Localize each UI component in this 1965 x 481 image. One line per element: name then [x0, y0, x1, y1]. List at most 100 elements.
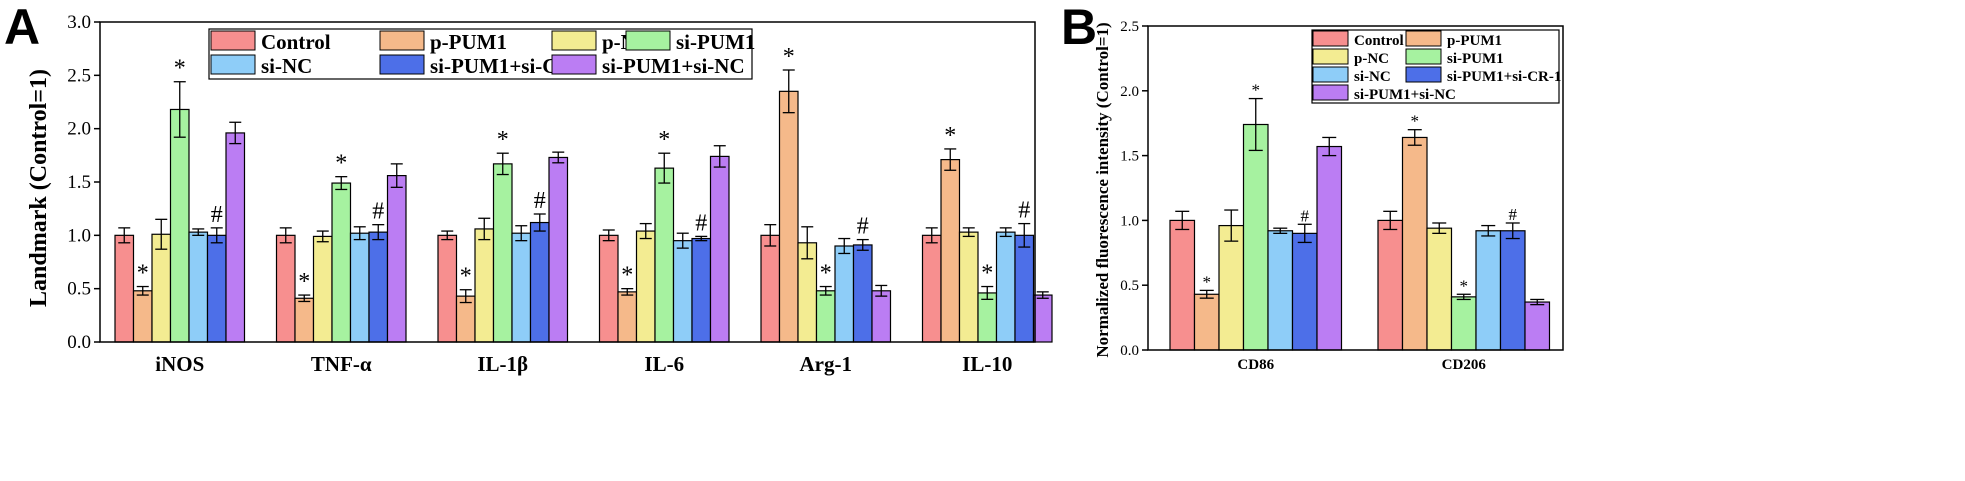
legend-swatch [1405, 66, 1442, 83]
bar-IL-10-si-PUM1 [977, 292, 998, 343]
bar-IL-1β-si-PUM1+si-CR-1 [529, 221, 550, 343]
legend-swatch [1312, 48, 1349, 65]
panel-b-categories: CD86 CD206 [1237, 357, 1486, 373]
legend-label: si-PUM1 [1447, 51, 1504, 67]
y-tick-label: 0.5 [67, 279, 91, 300]
significance-mark: # [857, 214, 869, 240]
legend-label: p-PUM1 [1447, 33, 1502, 49]
significance-mark: # [1301, 206, 1310, 225]
panel-b: B Normalized fluorescence intensity (Con… [1061, 0, 1564, 373]
legend-swatch [379, 30, 425, 51]
bar-Arg-1-si-PUM1 [815, 290, 836, 343]
bar-TNF-α-si-PUM1+si-CR-1 [368, 231, 389, 343]
bar-Arg-1-Control [760, 234, 781, 343]
category-label: TNF-α [311, 352, 372, 376]
significance-mark: * [981, 261, 993, 287]
significance-mark: # [372, 199, 384, 225]
panel-b-letter: B [1061, 0, 1097, 55]
legend-swatch [379, 54, 425, 75]
bar-CD206-si-NC [1475, 230, 1502, 351]
significance-mark: # [534, 188, 546, 214]
bar-TNF-α-si-PUM1 [331, 182, 352, 343]
legend-label: si-PUM1+si-CR-1 [1447, 69, 1561, 85]
bar-iNOS-si-PUM1+si-CR-1 [206, 234, 227, 343]
legend-label: Control [1354, 33, 1404, 49]
significance-mark: * [460, 264, 472, 290]
bar-CD86-si-PUM1 [1242, 123, 1269, 351]
y-tick-label: 2.0 [67, 119, 91, 140]
bar-CD86-p-PUM1 [1193, 293, 1220, 351]
panel-a-legend: Controlp-PUM1p-NCsi-PUM1si-NCsi-PUM1+si-… [208, 28, 755, 80]
legend-label: si-PUM1+si-NC [602, 54, 745, 78]
panel-a-categories: iNOS TNF-α IL-1β IL-6 Arg-1 IL-10 [155, 352, 1012, 376]
legend-label: si-NC [1354, 69, 1391, 85]
bar-IL-1β-Control [437, 234, 458, 343]
bar-IL-6-p-NC [635, 230, 656, 343]
bar-CD206-si-PUM1+si-NC [1524, 301, 1551, 351]
bar-CD206-p-PUM1 [1401, 136, 1428, 351]
legend-swatch [210, 30, 256, 51]
significance-mark: * [497, 127, 509, 153]
bar-Arg-1-si-PUM1+si-CR-1 [852, 244, 873, 343]
significance-mark: * [1460, 276, 1469, 295]
panel-a-y-axis-label: Landmark (Control=1) [26, 69, 52, 307]
bar-TNF-α-p-PUM1 [294, 297, 315, 343]
category-label: Arg-1 [800, 352, 852, 376]
bar-iNOS-p-PUM1 [132, 290, 153, 343]
bar-TNF-α-si-NC [349, 232, 370, 343]
bar-CD86-si-NC [1267, 230, 1294, 351]
bar-IL-10-p-NC [958, 231, 979, 343]
bar-TNF-α-p-NC [312, 235, 333, 343]
panel-b-y-axis-label: Normalized fluorescence intensity (Contr… [1093, 22, 1112, 357]
y-tick-label: 1.0 [67, 225, 91, 246]
legend-label: si-PUM1+si-NC [1354, 87, 1456, 103]
legend-swatch [1312, 84, 1349, 101]
significance-mark: * [658, 127, 670, 153]
significance-mark: * [1252, 81, 1261, 100]
category-label: IL-6 [644, 352, 684, 376]
bar-CD206-p-NC [1426, 227, 1453, 351]
bar-IL-10-si-PUM1+si-CR-1 [1014, 234, 1035, 343]
bar-IL-6-Control [598, 234, 619, 343]
panel-a-letter: A [4, 0, 40, 55]
panel-b-y-ticks: 0.0 0.5 1.0 1.5 2.0 2.5 [1120, 19, 1148, 359]
bar-IL-6-si-PUM1+si-CR-1 [691, 237, 712, 343]
bar-Arg-1-si-NC [834, 245, 855, 343]
category-label: iNOS [155, 352, 204, 376]
bar-CD206-si-PUM1+si-CR-1 [1499, 230, 1526, 351]
bar-iNOS-Control [114, 234, 135, 343]
bar-CD206-Control [1377, 219, 1404, 351]
bar-CD86-si-PUM1+si-CR-1 [1291, 232, 1318, 351]
bar-IL-10-si-PUM1+si-NC [1032, 294, 1053, 343]
significance-mark: # [1018, 198, 1030, 224]
legend-swatch [1405, 30, 1442, 47]
significance-mark: * [621, 263, 633, 289]
legend-label: p-PUM1 [430, 30, 507, 54]
y-tick-label: 0.0 [67, 332, 91, 353]
y-tick-label: 3.0 [67, 12, 91, 33]
legend-swatch [551, 30, 597, 51]
legend-swatch [210, 54, 256, 75]
legend-label: si-NC [261, 54, 312, 78]
legend-swatch [551, 54, 597, 75]
bar-TNF-α-si-PUM1+si-NC [386, 175, 407, 343]
significance-mark: * [298, 269, 310, 295]
legend-label: Control [261, 30, 331, 54]
bar-TNF-α-Control [275, 234, 296, 343]
significance-mark: # [695, 210, 707, 236]
bar-IL-1β-si-PUM1+si-NC [548, 156, 569, 343]
bar-iNOS-p-NC [151, 233, 172, 343]
bar-IL-6-si-PUM1+si-NC [709, 155, 730, 343]
panel-a-y-ticks: 0.0 0.5 1.0 1.5 2.0 2.5 3.0 [67, 12, 100, 353]
significance-mark: * [820, 261, 832, 287]
legend-label: p-NC [1354, 51, 1389, 67]
bar-IL-1β-si-PUM1 [492, 163, 513, 343]
bar-Arg-1-si-PUM1+si-NC [871, 290, 892, 343]
category-label: CD86 [1237, 357, 1274, 373]
panel-b-bars: * * # * * # [1169, 81, 1551, 351]
bar-CD86-si-PUM1+si-NC [1316, 145, 1343, 351]
bar-CD86-Control [1169, 219, 1196, 351]
y-tick-label: 2.5 [1120, 19, 1139, 35]
significance-mark: * [944, 123, 956, 149]
